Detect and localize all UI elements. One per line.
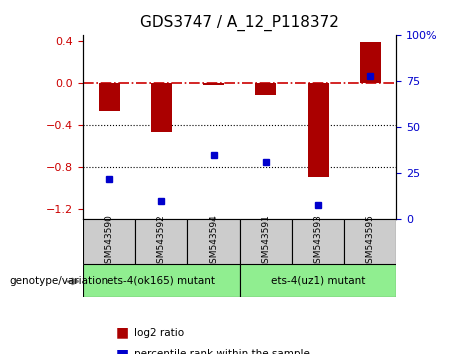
FancyBboxPatch shape: [135, 219, 188, 264]
Text: genotype/variation: genotype/variation: [9, 276, 108, 286]
Text: GSM543594: GSM543594: [209, 214, 218, 269]
Bar: [307, 83, 329, 177]
Text: ets-4(uz1) mutant: ets-4(uz1) mutant: [271, 275, 365, 286]
Text: log2 ratio: log2 ratio: [134, 328, 184, 338]
Text: GSM543595: GSM543595: [366, 214, 375, 269]
Bar: [99, 83, 119, 111]
Text: ■: ■: [115, 326, 128, 340]
FancyBboxPatch shape: [188, 219, 240, 264]
Text: GSM543591: GSM543591: [261, 214, 270, 269]
Bar: [203, 83, 224, 85]
Title: GDS3747 / A_12_P118372: GDS3747 / A_12_P118372: [140, 15, 339, 31]
FancyBboxPatch shape: [292, 219, 344, 264]
Text: ets-4(ok165) mutant: ets-4(ok165) mutant: [107, 275, 215, 286]
Bar: [360, 42, 381, 83]
Text: GSM543590: GSM543590: [105, 214, 113, 269]
FancyBboxPatch shape: [240, 219, 292, 264]
Text: percentile rank within the sample: percentile rank within the sample: [134, 349, 310, 354]
FancyBboxPatch shape: [83, 264, 240, 297]
Bar: [151, 83, 172, 132]
Text: GSM543592: GSM543592: [157, 214, 166, 269]
Text: ■: ■: [115, 347, 128, 354]
Bar: [255, 83, 276, 95]
FancyBboxPatch shape: [83, 219, 135, 264]
Text: GSM543593: GSM543593: [313, 214, 323, 269]
FancyBboxPatch shape: [240, 264, 396, 297]
FancyBboxPatch shape: [344, 219, 396, 264]
